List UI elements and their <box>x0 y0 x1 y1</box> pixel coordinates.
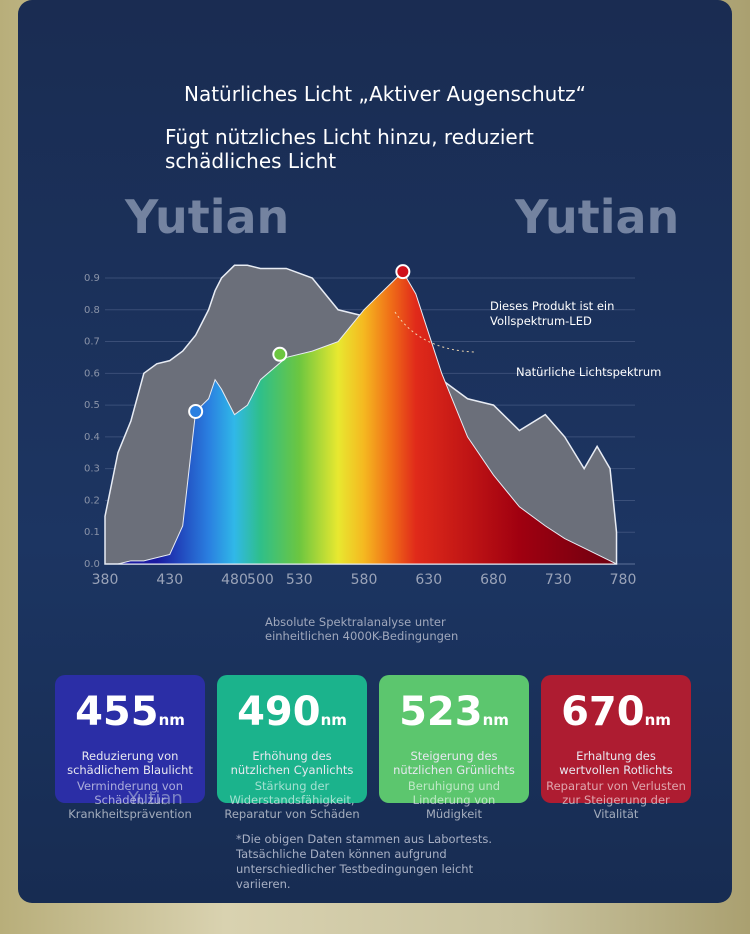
watermark: Yutian <box>125 190 290 244</box>
unit: nm <box>158 711 185 729</box>
unit: nm <box>320 711 347 729</box>
title: Natürliches Licht „Aktiver Augenschutz“ <box>184 82 587 106</box>
l2: Verminderung von Schäden zur Krankheitsp… <box>68 779 192 821</box>
x-tick-label: 430 <box>156 572 183 588</box>
legend-product: Dieses Produkt ist ein Vollspektrum-LED <box>490 299 615 328</box>
marker <box>272 346 288 362</box>
l2: Beruhigung und Linderung von Müdigkeit <box>407 779 501 821</box>
y-tick-label: 0.5 <box>84 400 100 411</box>
watermark: Yutian <box>515 190 680 244</box>
num: 523 <box>399 689 483 735</box>
spectrum-area <box>105 270 617 565</box>
l2: Stärkung der Widerstandsfähigkeit, Repar… <box>224 779 360 821</box>
card-number: 490nm <box>217 689 367 735</box>
watermark: Yutian <box>128 788 183 809</box>
card-number: 455nm <box>55 689 205 735</box>
marker <box>395 264 411 280</box>
legend-natural: Natürliche Lichtspektrum <box>516 365 662 379</box>
card-number: 670nm <box>541 689 691 735</box>
subtitle: Fügt nützliches Licht hinzu, reduziert s… <box>165 125 534 173</box>
card: 455nm Reduzierung von schädlichem Blaulic… <box>55 675 205 821</box>
num: 455 <box>75 689 159 735</box>
x-tick-label: 730 <box>545 572 572 588</box>
y-tick-label: 0.0 <box>84 559 100 570</box>
y-tick-label: 0.3 <box>84 464 100 475</box>
x-tick-label: 630 <box>415 572 442 588</box>
card: 523nm Steigerung des nützlichen Grünlicht… <box>379 675 529 821</box>
x-tick-label: 530 <box>286 572 313 588</box>
y-tick-label: 0.6 <box>84 368 100 379</box>
x-tick-label: 500 <box>247 572 274 588</box>
y-tick-label: 0.8 <box>84 305 100 316</box>
x-tick-label: 380 <box>92 572 119 588</box>
l1: Steigerung des nützlichen Grünlichts <box>393 749 515 777</box>
card: 670nm Erhaltung des wertvollen Rotlichts R… <box>541 675 691 821</box>
y-tick-label: 0.1 <box>84 527 100 538</box>
l1: Reduzierung von schädlichem Blaulicht <box>67 749 193 777</box>
unit: nm <box>482 711 509 729</box>
footnote: *Die obigen Daten stammen aus Labortests… <box>236 832 493 891</box>
marker <box>188 403 204 419</box>
card: 490nm Erhöhung des nützlichen Cyanlichts S… <box>217 675 367 821</box>
y-tick-label: 0.4 <box>84 432 100 443</box>
x-tick-label: 680 <box>480 572 507 588</box>
y-tick-label: 0.2 <box>84 495 100 506</box>
l1: Erhaltung des wertvollen Rotlichts <box>559 749 673 777</box>
l2: Reparatur von Verlusten zur Steigerung d… <box>546 779 686 821</box>
chart-note: Absolute Spektralanalyse unter einheitli… <box>265 615 459 643</box>
x-tick-label: 780 <box>610 572 637 588</box>
x-tick-label: 580 <box>351 572 378 588</box>
num: 670 <box>561 689 645 735</box>
y-tick-label: 0.7 <box>84 337 100 348</box>
y-tick-label: 0.9 <box>84 273 100 284</box>
x-tick-label: 480 <box>221 572 248 588</box>
card-number: 523nm <box>379 689 529 735</box>
unit: nm <box>644 711 671 729</box>
l1: Erhöhung des nützlichen Cyanlichts <box>230 749 354 777</box>
num: 490 <box>237 689 321 735</box>
